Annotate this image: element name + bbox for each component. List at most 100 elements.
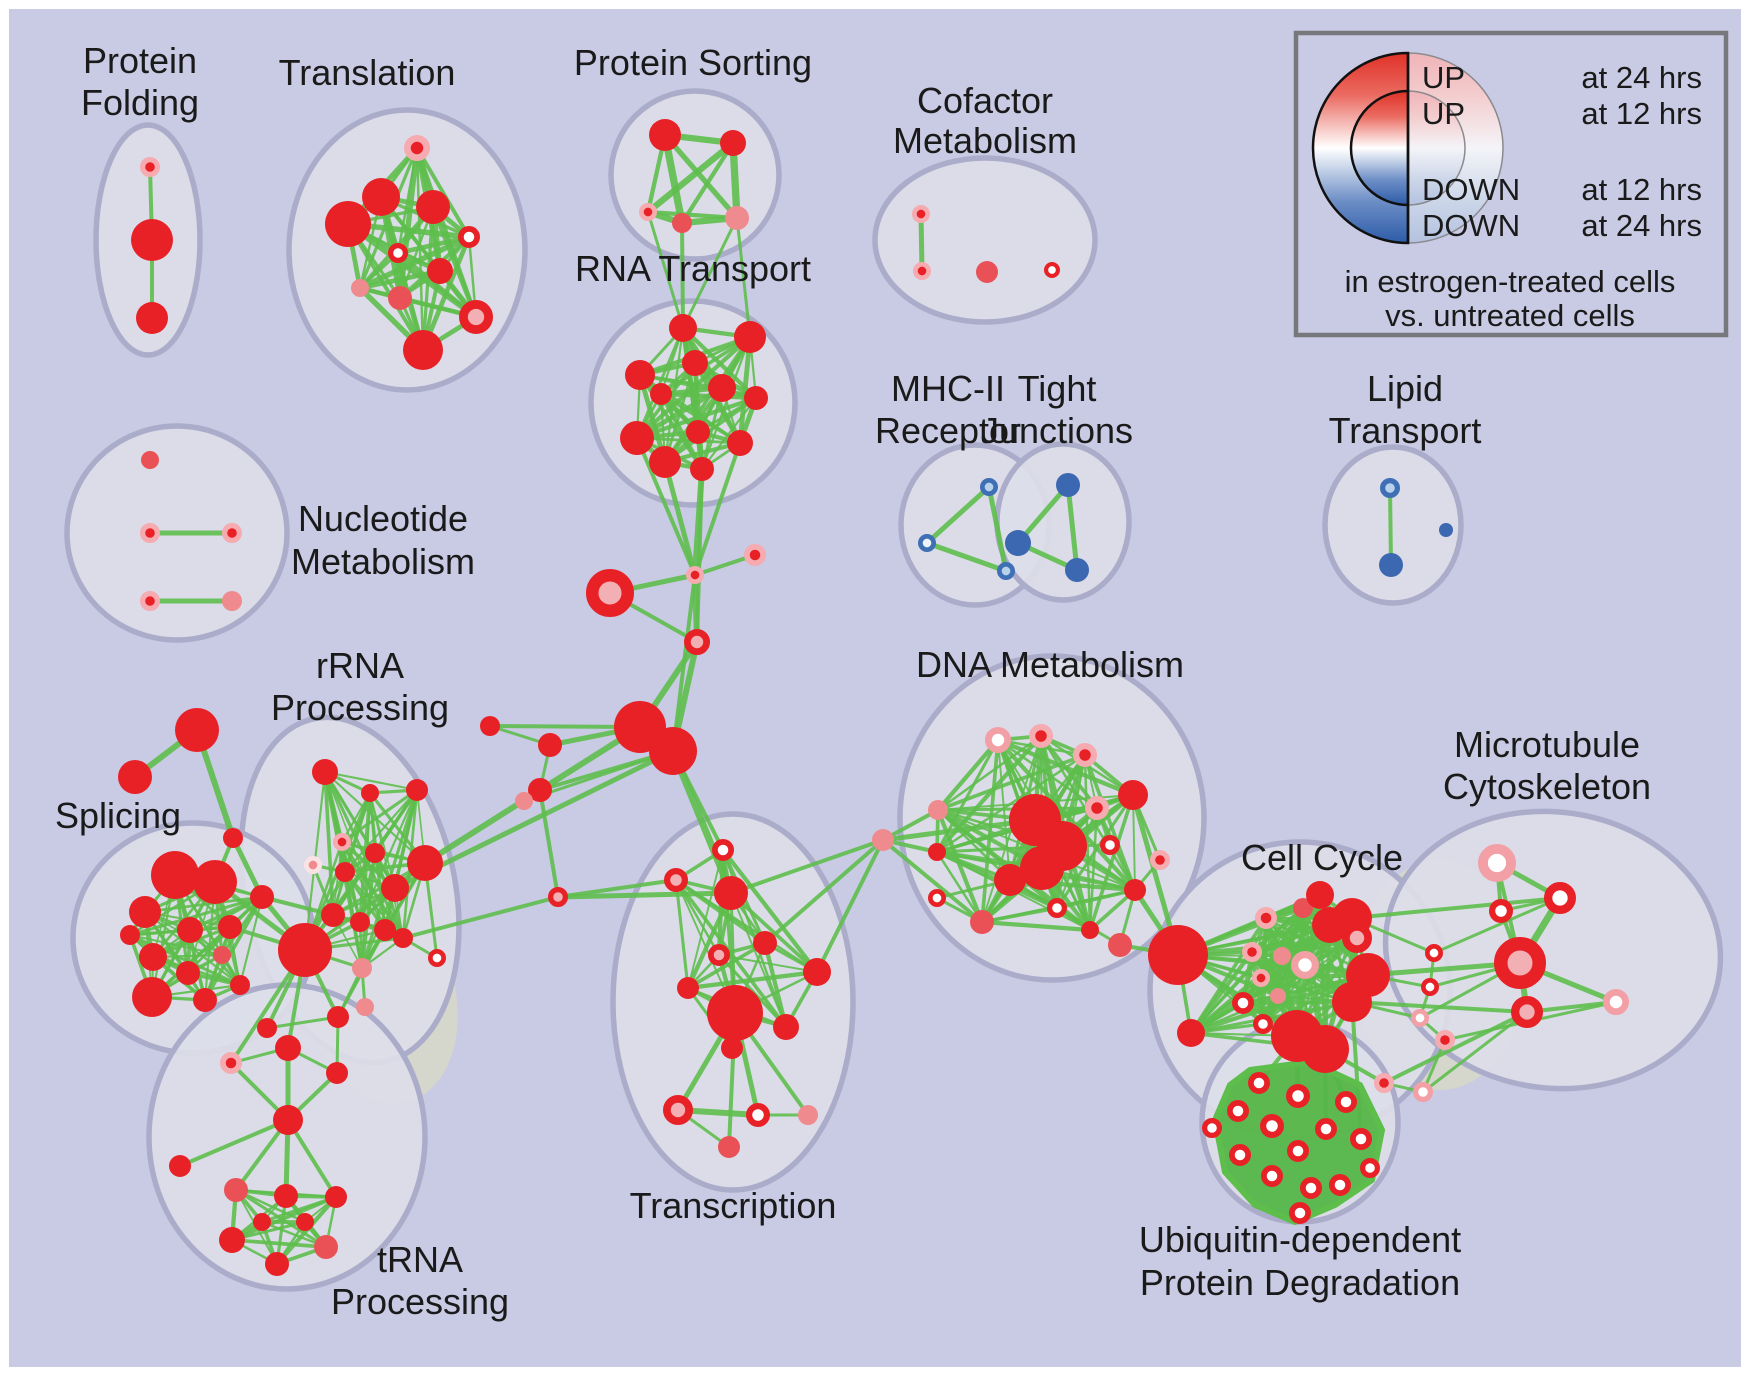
edge-D4-D15 bbox=[935, 807, 985, 925]
node-MT4 bbox=[1494, 937, 1547, 990]
node-RR13 bbox=[393, 928, 413, 948]
node-SP5 bbox=[218, 915, 242, 939]
edge-TR6-TR9 bbox=[762, 940, 789, 1030]
node-CM3 bbox=[976, 261, 998, 283]
node-H5 bbox=[314, 1235, 338, 1259]
edge-R7-R12 bbox=[700, 396, 758, 471]
cluster-label-lipid-transport: Lipid bbox=[1367, 368, 1443, 409]
legend-wheel-right-12h bbox=[1407, 90, 1466, 206]
edge-SP10-SP11 bbox=[128, 933, 242, 987]
node-PS5 bbox=[725, 206, 749, 230]
node-TN2 bbox=[275, 1035, 301, 1061]
node-C3 bbox=[743, 543, 766, 566]
legend-row-direction: DOWN bbox=[1422, 208, 1520, 243]
node-D17 bbox=[1149, 849, 1170, 870]
cluster-label-translation: Translation bbox=[279, 52, 456, 93]
node-RR14 bbox=[352, 958, 372, 978]
edge-RR3-RR4 bbox=[340, 788, 419, 844]
node-CC14 bbox=[1306, 881, 1334, 909]
node-U10 bbox=[1260, 1164, 1283, 1187]
node-R2 bbox=[734, 321, 766, 353]
edge-PS2-PS3 bbox=[644, 139, 737, 216]
edge-D10-D20 bbox=[1088, 793, 1135, 932]
edge-T7-T8 bbox=[357, 268, 443, 291]
node-T6 bbox=[388, 243, 409, 264]
node-T10 bbox=[459, 300, 494, 335]
cluster-label-rna-transport: RNA Transport bbox=[575, 248, 811, 289]
node-MT6 bbox=[1603, 989, 1630, 1016]
node-D20 bbox=[1081, 921, 1099, 939]
node-N5 bbox=[222, 591, 242, 611]
node-RR9 bbox=[407, 845, 443, 881]
node-T9 bbox=[388, 286, 412, 310]
node-J2 bbox=[1005, 530, 1031, 556]
cluster-label-mhc-ii-receptor: MHC-II bbox=[891, 368, 1005, 409]
node-SP7 bbox=[176, 961, 200, 985]
cluster-label-ubiquitin-degradation: Ubiquitin-dependent bbox=[1139, 1219, 1461, 1260]
node-B22 bbox=[1410, 1009, 1429, 1028]
edge-TR7-TR15 bbox=[685, 969, 820, 991]
cluster-label-mhc-ii-receptor: Receptor bbox=[875, 410, 1021, 451]
node-H7 bbox=[253, 1213, 271, 1231]
cluster-label-rrna-processing: Processing bbox=[271, 687, 449, 728]
node-D14 bbox=[928, 889, 947, 908]
node-N4 bbox=[140, 590, 161, 611]
node-CC19 bbox=[1342, 923, 1373, 954]
node-SP12 bbox=[250, 885, 274, 909]
cluster-label-splicing: Splicing bbox=[55, 795, 181, 836]
edge-TR5-TR9 bbox=[717, 953, 788, 1029]
node-TR3 bbox=[714, 876, 748, 910]
edge-RR7-RR14 bbox=[360, 851, 377, 970]
edge-SP8-SP12 bbox=[150, 895, 264, 999]
cluster-label-protein-sorting: Protein Sorting bbox=[574, 42, 812, 83]
node-TR13 bbox=[798, 1105, 818, 1125]
cluster-label-nucleotide-metabolism: Metabolism bbox=[291, 541, 475, 582]
node-PS1 bbox=[649, 119, 681, 151]
node-SP9 bbox=[193, 988, 217, 1012]
node-C6 bbox=[649, 727, 697, 775]
edge-D3-D4 bbox=[936, 753, 1087, 812]
node-U11 bbox=[1299, 1176, 1322, 1199]
node-R1 bbox=[669, 314, 697, 342]
node-TR1 bbox=[711, 838, 734, 861]
node-R9 bbox=[686, 420, 710, 444]
node-SP11 bbox=[120, 925, 140, 945]
node-CM4 bbox=[1043, 261, 1060, 278]
node-R11 bbox=[649, 446, 681, 478]
edge-TR4-TR2 bbox=[556, 878, 678, 899]
edge-TR4-C8 bbox=[538, 788, 560, 899]
node-MT2 bbox=[1544, 881, 1577, 914]
node-TR12 bbox=[745, 1102, 770, 1127]
node-J1 bbox=[1056, 473, 1080, 497]
node-U12 bbox=[1328, 1173, 1351, 1196]
node-RR1 bbox=[312, 759, 338, 785]
edge-D2-D9 bbox=[1039, 734, 1099, 810]
edge-TR3-TR7 bbox=[685, 890, 734, 991]
edge-SP6-SP12 bbox=[151, 895, 264, 959]
node-SP13 bbox=[213, 946, 231, 964]
node-R7 bbox=[744, 386, 768, 410]
node-D10 bbox=[1118, 780, 1148, 810]
edge-T1-T5 bbox=[415, 146, 471, 239]
edge-PS5-R2 bbox=[735, 216, 752, 339]
node-T3 bbox=[362, 178, 400, 216]
cluster-label-tight-junctions: Junctions bbox=[981, 410, 1133, 451]
legend: UP at 24 hrs UP at 12 hrs DOWN at 12 hrs DOWN a… bbox=[1293, 30, 1729, 338]
node-R10 bbox=[727, 430, 753, 456]
edge-CC11-CC19 bbox=[1260, 935, 1360, 1027]
node-T8 bbox=[351, 279, 369, 297]
node-TN3 bbox=[326, 1062, 348, 1084]
edge-D15-D20 bbox=[979, 919, 1093, 933]
node-B20 bbox=[1424, 944, 1443, 963]
cluster-label-cell-cycle: Cell Cycle bbox=[1241, 837, 1403, 878]
node-U8 bbox=[1228, 1143, 1251, 1166]
node-RR7 bbox=[365, 843, 385, 863]
node-TR8 bbox=[707, 985, 763, 1041]
edge-RR1-RR3 bbox=[323, 770, 419, 792]
node-U4 bbox=[1226, 1099, 1249, 1122]
node-U1 bbox=[1247, 1071, 1270, 1094]
node-U14 bbox=[1359, 1157, 1380, 1178]
cluster-label-cofactor-metabolism: Cofactor bbox=[917, 80, 1053, 121]
node-TR14 bbox=[718, 1136, 740, 1158]
node-C8 bbox=[528, 778, 552, 802]
